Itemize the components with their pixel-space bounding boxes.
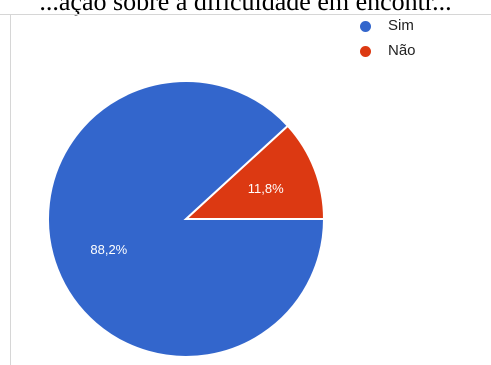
pie-data-label-sim: 88,2% [90,242,127,257]
legend-swatch-nao [360,46,371,57]
pie-data-label-nao: 11,8% [248,181,284,196]
chart-title-caption: ...ação sobre a dificuldade em encontr..… [39,0,452,16]
legend-label-sim: Sim [388,17,414,34]
legend-label-nao: Não [388,42,416,59]
pie-slice-sim[interactable] [47,80,326,358]
legend-swatch-sim [360,21,371,32]
pie-slice-nao[interactable] [183,124,326,220]
frame-left-border [10,14,11,365]
frame-top-border [0,14,491,15]
